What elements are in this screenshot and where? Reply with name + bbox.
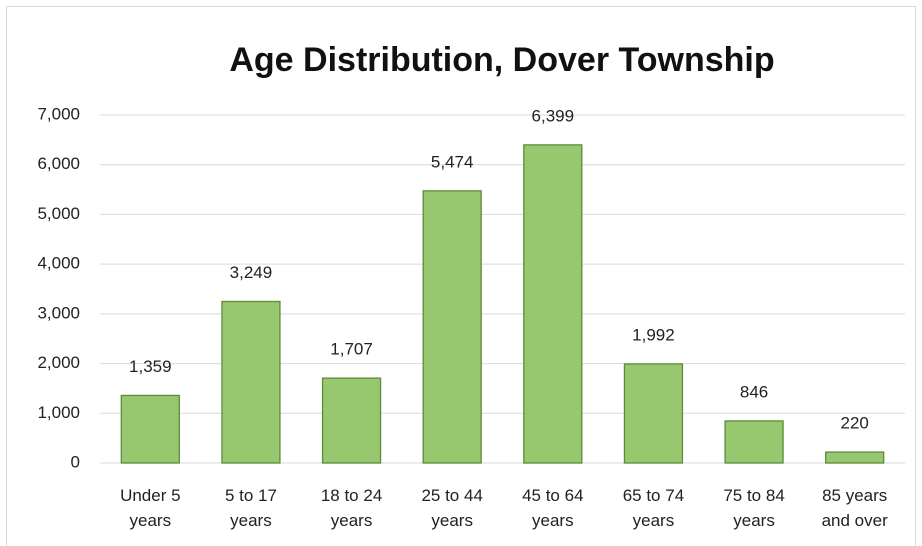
bar xyxy=(321,377,382,464)
x-tick-label: 85 years and over xyxy=(821,486,888,530)
data-label: 220 xyxy=(841,414,869,433)
bar xyxy=(422,190,482,464)
bar xyxy=(825,451,885,464)
data-label: 6,399 xyxy=(532,106,575,125)
bar xyxy=(120,394,180,464)
y-tick-label: 3,000 xyxy=(37,303,80,322)
data-label: 5,474 xyxy=(431,152,474,171)
data-label: 1,707 xyxy=(330,340,373,359)
x-tick-label: 25 to 44 years xyxy=(421,486,483,530)
x-tick-label: 5 to 17 years xyxy=(224,486,277,530)
y-tick-label: 0 xyxy=(71,452,80,471)
chart-title: Age Distribution, Dover Township xyxy=(229,41,774,79)
y-tick-label: 1,000 xyxy=(37,403,80,422)
x-tick-label: 45 to 64 years xyxy=(522,486,584,530)
bar xyxy=(221,300,281,464)
y-tick-label: 4,000 xyxy=(37,254,80,273)
data-label: 846 xyxy=(740,382,768,401)
x-tick-label: 65 to 74 years xyxy=(622,486,685,530)
data-label: 1,359 xyxy=(129,357,172,376)
bar xyxy=(623,363,684,464)
data-label: 1,992 xyxy=(632,325,675,344)
x-tick-label: Under 5 years xyxy=(120,486,181,530)
y-tick-label: 7,000 xyxy=(37,104,80,123)
y-tick-label: 2,000 xyxy=(37,353,80,372)
x-tick-label: 18 to 24 years xyxy=(320,486,383,530)
chart-border xyxy=(6,6,916,546)
data-label: 3,249 xyxy=(230,263,273,282)
y-tick-label: 6,000 xyxy=(37,154,80,173)
y-tick-label: 5,000 xyxy=(37,204,80,223)
bar xyxy=(523,144,583,464)
x-tick-label: 75 to 84 years xyxy=(723,486,785,530)
bar xyxy=(724,420,784,464)
